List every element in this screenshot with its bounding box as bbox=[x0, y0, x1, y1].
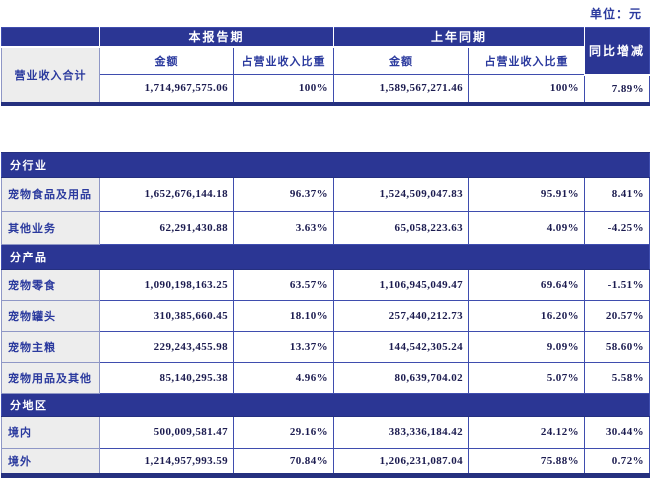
unit-label: 单位：元 bbox=[589, 7, 642, 21]
total-current-pct: 100% bbox=[232, 74, 335, 104]
table-row: 宠物主粮 229,243,455.98 13.37% 144,542,305.2… bbox=[1, 330, 650, 363]
cell-prior-pct: 95.91% bbox=[468, 176, 585, 212]
cell-current-amount: 1,090,198,163.25 bbox=[99, 268, 234, 301]
row-label: 其他业务 bbox=[1, 210, 100, 245]
cell-current-pct: 63.57% bbox=[233, 268, 334, 301]
total-revenue-row: 1,714,967,575.06 100% 1,589,567,271.46 1… bbox=[2, 74, 650, 104]
summary-subheader-row: 营业收入合计 金额 占营业收入比重 金额 占营业收入比重 bbox=[1, 46, 650, 104]
cell-yoy: 0.72% bbox=[584, 447, 650, 476]
table-row: 宠物用品及其他 85,140,295.38 4.96% 80,639,704.0… bbox=[1, 361, 650, 394]
cell-prior-amount: 1,524,509,047.83 bbox=[333, 176, 469, 212]
total-prior-amount: 1,589,567,271.46 bbox=[333, 74, 470, 104]
section-bar-product: 分产品 bbox=[1, 243, 650, 270]
cell-yoy: 5.58% bbox=[584, 361, 650, 394]
cell-current-amount: 500,009,581.47 bbox=[99, 415, 234, 449]
cell-current-pct: 4.96% bbox=[233, 361, 334, 394]
cell-prior-amount: 65,058,223.63 bbox=[333, 210, 469, 245]
header-current-period: 本报告期 bbox=[98, 27, 334, 48]
table-row: 宠物罐头 310,385,660.45 18.10% 257,440,212.7… bbox=[1, 299, 650, 332]
row-label: 宠物用品及其他 bbox=[1, 361, 100, 394]
cell-prior-pct: 4.09% bbox=[468, 210, 585, 245]
cell-prior-amount: 1,106,945,049.47 bbox=[333, 268, 469, 301]
row-label: 宠物零食 bbox=[1, 268, 100, 301]
cell-current-amount: 62,291,430.88 bbox=[99, 210, 234, 245]
cell-current-amount: 85,140,295.38 bbox=[99, 361, 234, 394]
row-label: 宠物食品及用品 bbox=[1, 176, 100, 212]
table-row: 境内 500,009,581.47 29.16% 383,336,184.42 … bbox=[1, 415, 650, 449]
cell-yoy: 8.41% bbox=[584, 176, 650, 212]
table-row: 宠物零食 1,090,198,163.25 63.57% 1,106,945,0… bbox=[1, 268, 650, 301]
section-title: 分产品 bbox=[1, 243, 650, 270]
revenue-breakdown-table: 分行业 宠物食品及用品 1,652,676,144.18 96.37% 1,52… bbox=[1, 151, 650, 478]
cell-yoy: -4.25% bbox=[584, 210, 650, 245]
revenue-summary-table: 本报告期 上年同期 同比增减 营业收入合计 金额 占营业收入比重 金额 占营业收… bbox=[1, 27, 650, 106]
cell-current-amount: 1,652,676,144.18 bbox=[99, 176, 234, 212]
cell-current-amount: 229,243,455.98 bbox=[99, 330, 234, 363]
total-revenue-label: 营业收入合计 bbox=[1, 46, 100, 104]
cell-prior-pct: 9.09% bbox=[468, 330, 585, 363]
cell-yoy: 30.44% bbox=[584, 415, 650, 449]
table-row: 境外 1,214,957,993.59 70.84% 1,206,231,087… bbox=[1, 447, 650, 476]
header-amount-prior: 金额 bbox=[333, 46, 470, 75]
cell-prior-amount: 1,206,231,087.04 bbox=[333, 447, 469, 476]
summary-header-row: 本报告期 上年同期 同比增减 bbox=[1, 27, 650, 76]
cell-prior-pct: 69.64% bbox=[468, 268, 585, 301]
total-current-amount: 1,714,967,575.06 bbox=[99, 74, 234, 104]
row-label: 宠物主粮 bbox=[1, 330, 100, 363]
cell-current-pct: 96.37% bbox=[233, 176, 334, 212]
row-label: 境外 bbox=[1, 447, 100, 476]
cell-current-pct: 70.84% bbox=[233, 447, 334, 476]
header-pct-prior: 占营业收入比重 bbox=[468, 46, 586, 75]
cell-prior-pct: 75.88% bbox=[468, 447, 585, 476]
row-label: 境内 bbox=[1, 415, 100, 449]
header-amount-current: 金额 bbox=[99, 46, 234, 75]
cell-yoy: 20.57% bbox=[584, 299, 650, 332]
cell-prior-pct: 5.07% bbox=[468, 361, 585, 394]
header-prior-period: 上年同期 bbox=[333, 27, 585, 48]
cell-yoy: 58.60% bbox=[584, 330, 650, 363]
total-yoy: 7.89% bbox=[584, 74, 650, 104]
cell-current-amount: 310,385,660.45 bbox=[99, 299, 234, 332]
cell-current-pct: 13.37% bbox=[233, 330, 334, 363]
cell-current-pct: 29.16% bbox=[233, 415, 334, 449]
section-bar-region: 分地区 bbox=[1, 392, 650, 417]
cell-current-pct: 3.63% bbox=[233, 210, 334, 245]
cell-prior-amount: 144,542,305.24 bbox=[333, 330, 469, 363]
table-row: 其他业务 62,291,430.88 3.63% 65,058,223.63 4… bbox=[1, 210, 650, 245]
header-pct-current: 占营业收入比重 bbox=[232, 46, 335, 75]
header-corner-cell bbox=[1, 27, 100, 48]
cell-prior-amount: 257,440,212.73 bbox=[333, 299, 469, 332]
header-yoy-change: 同比增减 bbox=[584, 27, 650, 76]
section-title: 分地区 bbox=[1, 392, 650, 417]
cell-prior-amount: 80,639,704.02 bbox=[333, 361, 469, 394]
row-label: 宠物罐头 bbox=[1, 299, 100, 332]
cell-prior-pct: 24.12% bbox=[468, 415, 585, 449]
cell-current-amount: 1,214,957,993.59 bbox=[99, 447, 234, 476]
section-title: 分行业 bbox=[1, 151, 650, 178]
cell-current-pct: 18.10% bbox=[233, 299, 334, 332]
table-row: 宠物食品及用品 1,652,676,144.18 96.37% 1,524,50… bbox=[1, 176, 650, 212]
cell-prior-amount: 383,336,184.42 bbox=[333, 415, 469, 449]
cell-prior-pct: 16.20% bbox=[468, 299, 585, 332]
section-bar-industry: 分行业 bbox=[1, 151, 650, 178]
cell-yoy: -1.51% bbox=[584, 268, 650, 301]
total-prior-pct: 100% bbox=[468, 74, 586, 104]
